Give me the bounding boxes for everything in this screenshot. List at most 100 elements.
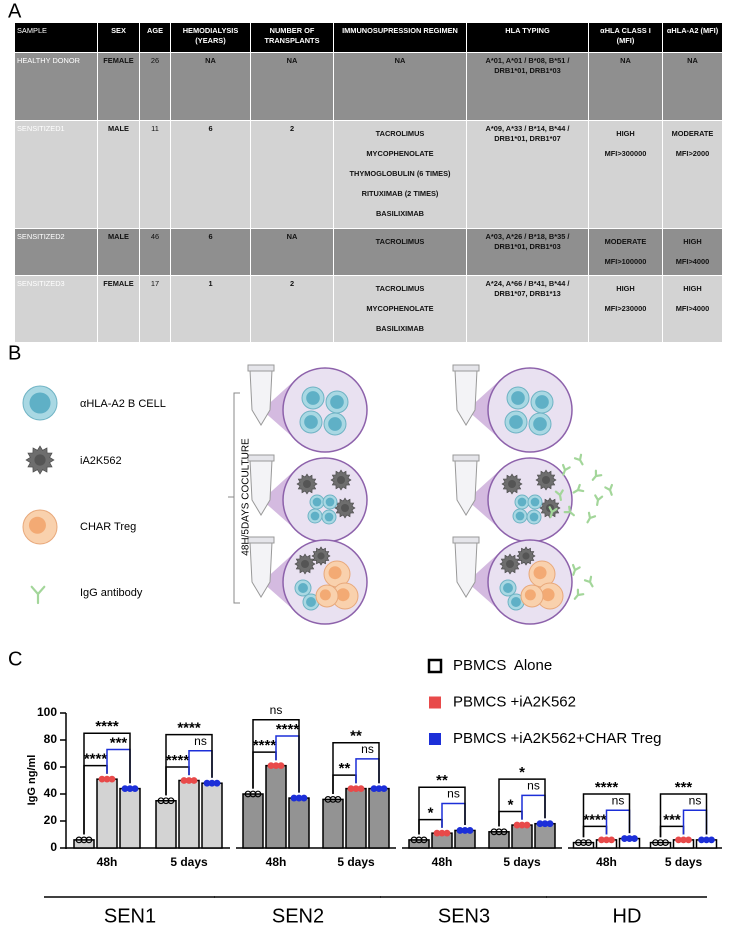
k562-nucleus [522, 552, 530, 560]
significance-bracket [521, 794, 546, 820]
x-tick-label: 5 days [170, 855, 208, 869]
b-cell-nucleus [298, 583, 308, 593]
igg-antibody [548, 506, 558, 518]
data-point [685, 836, 692, 844]
tube [249, 369, 273, 426]
x-tick-label: 48h [266, 855, 287, 869]
table-cell: TACROLIMUS MYCOPHENOLATE THYMOGLOBULIN (6 … [333, 120, 467, 229]
significance-label: **** [253, 737, 277, 754]
table-cell: 46 [139, 228, 171, 276]
data-point [708, 836, 715, 844]
bar [488, 831, 510, 849]
significance-label: **** [583, 811, 607, 828]
legend-label: PBMCS +iA2K562 [453, 693, 576, 710]
k562-nucleus [508, 480, 516, 488]
table-row: SENSITIZED3 FEMALE 17 1 2 TACROLIMUS MYCOPHENO… [14, 275, 723, 343]
b-cell-nucleus [304, 415, 318, 429]
cell-line: MYCOPHENOLATE [366, 149, 434, 158]
significance-bracket [582, 793, 631, 838]
data-point [162, 797, 170, 805]
data-point [334, 796, 342, 803]
bar [368, 787, 390, 849]
data-point [157, 797, 165, 805]
table-cell: HIGH MFI>300000 [588, 120, 663, 229]
k562-nucleus [303, 480, 311, 488]
b-cell-nucleus [511, 597, 521, 607]
bar [155, 800, 177, 849]
table-cell: MODERATE MFI>100000 [588, 228, 663, 276]
x-tick-label: 48h [432, 855, 453, 869]
significance-bracket [188, 750, 213, 778]
cell-line: HIGH [616, 284, 635, 293]
table-cell: 11 [139, 120, 171, 229]
data-point [277, 762, 285, 770]
significance-label: ns [689, 793, 702, 807]
significance-label: **** [177, 720, 201, 737]
igg-antibody [594, 494, 604, 507]
header-cell: αHLA-A2 (MFI) [662, 22, 723, 53]
significance-label: *** [663, 811, 681, 828]
cell-line: BASILIXIMAB [375, 324, 425, 333]
cell-line: TACROLIMUS [375, 284, 425, 293]
k562-nucleus [542, 476, 550, 484]
b-cell-nucleus [325, 497, 335, 507]
igg-antibody [571, 563, 581, 576]
group-label: HD [613, 905, 642, 927]
b-cell-nucleus [29, 392, 51, 414]
treg-nucleus [319, 589, 331, 601]
y-tick-label: 60 [44, 759, 58, 773]
x-tick-label: 5 days [337, 855, 375, 869]
bar [73, 839, 95, 849]
bar [511, 824, 533, 849]
data-point [495, 828, 503, 836]
significance-label: ** [350, 728, 362, 745]
table-cell: SENSITIZED3 [14, 275, 98, 343]
group-label: SEN1 [104, 905, 156, 927]
significance-label: * [519, 764, 525, 781]
table-cell: NA [250, 52, 334, 121]
tube [454, 369, 478, 426]
igg-antibody [583, 575, 594, 588]
table-cell: HIGH MFI>4000 [662, 228, 723, 276]
group-label: SEN3 [438, 905, 490, 927]
header-cell: HEMODIALYSIS (YEARS) [170, 22, 251, 53]
table-cell: FEMALE [97, 52, 140, 121]
panel-label: B [8, 342, 21, 364]
treg-nucleus [533, 566, 547, 580]
b-cell-nucleus [530, 497, 540, 507]
tube-cap [247, 454, 275, 462]
cell-line: RITUXIMAB (2 TIMES) [361, 189, 439, 198]
x-tick-label: 48h [596, 855, 617, 869]
table-cell: 17 [139, 275, 171, 343]
significance-label: **** [84, 751, 108, 768]
data-point [523, 821, 531, 829]
table-cell: TACROLIMUS MYCOPHENOLATE BASILIXIMAB [333, 275, 467, 343]
table-cell: HIGH MFI>4000 [662, 275, 723, 343]
legend-label: PBMCS Alone [453, 657, 552, 674]
significance-bracket [605, 809, 631, 835]
table-cell: A*01, A*01 / B*08, B*51 / DRB1*01, DRB1*… [466, 52, 589, 121]
panel-label: A [8, 0, 22, 22]
significance-label: *** [675, 779, 693, 796]
significance-label: ns [612, 793, 625, 807]
data-point [420, 836, 428, 844]
cell-line: MFI>4000 [675, 304, 710, 313]
data-point [324, 796, 332, 803]
significance-bracket [498, 778, 546, 827]
bar [119, 787, 141, 849]
data-point [415, 836, 423, 844]
data-point [167, 797, 175, 805]
b-cell-nucleus [509, 415, 523, 429]
cell-line: MFI>2000 [675, 149, 710, 158]
bar [345, 787, 367, 849]
data-point [249, 790, 257, 798]
significance-label: ** [339, 760, 351, 777]
bar [96, 778, 118, 849]
data-point [213, 779, 221, 787]
b-cell-nucleus [306, 391, 320, 405]
data-point [443, 829, 451, 837]
patient-table: SAMPLE SEX AGE HEMODIALYSIS (YEARS) NUMBER O… [14, 22, 723, 343]
significance-label: *** [110, 734, 128, 751]
significance-bracket [659, 793, 708, 838]
